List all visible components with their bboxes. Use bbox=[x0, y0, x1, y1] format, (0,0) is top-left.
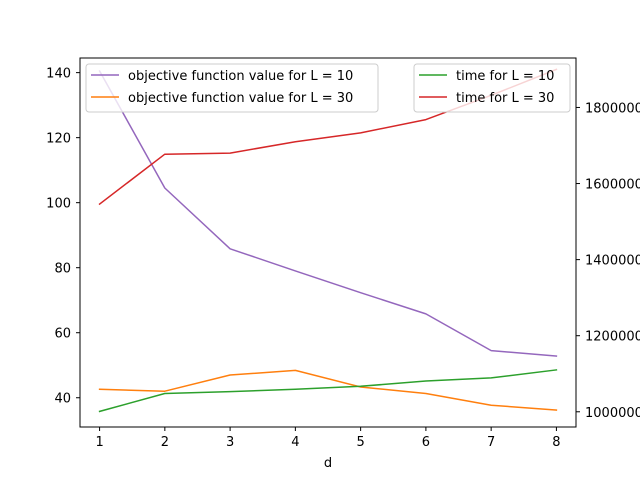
x-axis-label: d bbox=[324, 456, 332, 471]
y-left-tick-label: 80 bbox=[54, 262, 71, 277]
right-legend-label: time for L = 10 bbox=[456, 69, 554, 84]
y-left-tick-label: 140 bbox=[46, 67, 71, 82]
left-legend-label: objective function value for L = 10 bbox=[128, 69, 353, 84]
legend-right: time for L = 10 time for L = 30 bbox=[413, 63, 571, 113]
plot-frame bbox=[79, 57, 577, 428]
right-legend-label: time for L = 30 bbox=[456, 91, 554, 106]
y-right-tick-label: 1000000 bbox=[585, 406, 640, 421]
x-tick-label: 4 bbox=[291, 435, 299, 450]
x-tick-label: 3 bbox=[226, 435, 234, 450]
y-right-tick-label: 1800000 bbox=[585, 101, 640, 116]
x-axis: 1 2 3 4 5 6 7 8 bbox=[95, 427, 561, 450]
x-tick-label: 2 bbox=[161, 435, 169, 450]
left-legend-label: objective function value for L = 30 bbox=[128, 91, 353, 106]
left-series-1-line bbox=[98, 69, 558, 357]
x-tick-label: 6 bbox=[422, 435, 430, 450]
y-axis-right: 1000000 1200000 1400000 1600000 1800000 bbox=[576, 101, 640, 421]
series-lines bbox=[98, 68, 558, 413]
right-legend-frame bbox=[413, 63, 571, 113]
y-left-tick-label: 40 bbox=[54, 392, 71, 407]
y-left-tick-label: 120 bbox=[46, 132, 71, 147]
x-tick-label: 7 bbox=[487, 435, 495, 450]
y-right-tick-label: 1600000 bbox=[585, 178, 640, 193]
y-right-tick-label: 1400000 bbox=[585, 254, 640, 269]
left-legend-frame bbox=[85, 63, 379, 113]
right-series-1-line bbox=[98, 369, 558, 413]
x-tick-label: 1 bbox=[95, 435, 103, 450]
y-right-tick-label: 1200000 bbox=[585, 330, 640, 345]
x-tick-label: 8 bbox=[552, 435, 560, 450]
y-left-tick-label: 100 bbox=[46, 197, 71, 212]
legend-left: objective function value for L = 10 objec… bbox=[85, 63, 379, 113]
y-left-tick-label: 60 bbox=[54, 327, 71, 342]
left-series-2-line bbox=[98, 369, 558, 411]
y-axis-left: 40 60 80 100 120 140 bbox=[46, 67, 80, 407]
x-tick-label: 5 bbox=[356, 435, 364, 450]
